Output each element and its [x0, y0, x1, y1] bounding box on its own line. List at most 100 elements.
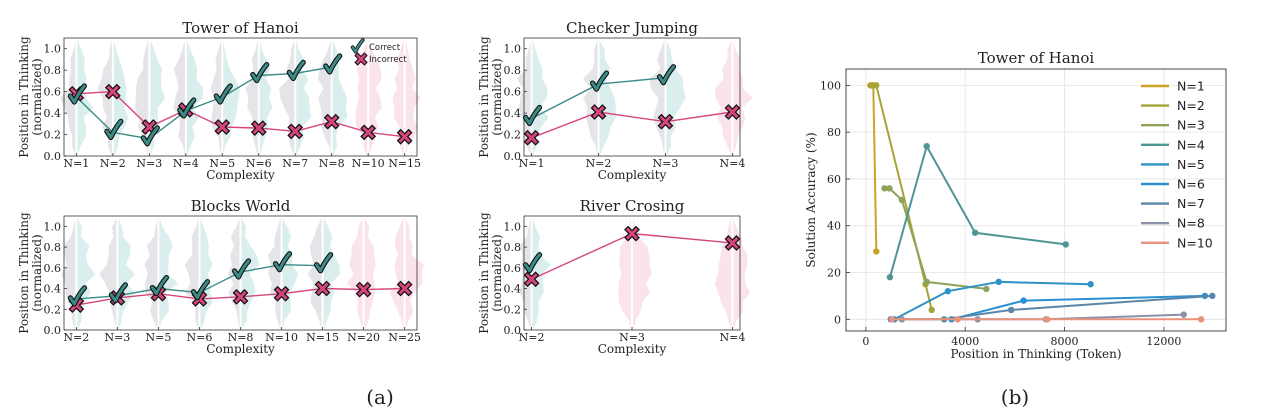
caption-a: (a) [366, 385, 394, 409]
incorrect-marker-inner [234, 290, 247, 303]
x-tick-label: 12000 [1146, 335, 1181, 348]
y-tick-label: 0.2 [44, 129, 62, 142]
y-tick-label: 0.2 [504, 303, 522, 316]
legend: N=1 N=2 N=3 N=4 N=5 N=6 N=7 N=8 N=10 [1141, 79, 1213, 250]
y-tick-label: 0.4 [44, 283, 62, 296]
correct-marker-inner [524, 253, 542, 273]
plot-frame [63, 37, 418, 157]
distribution-shape-left [268, 218, 281, 330]
x-tick-label: N=3 [136, 157, 162, 170]
y-axis-label: Position in Thinking(normalized) [17, 212, 44, 334]
correct-marker-inner [109, 283, 127, 303]
x-tick-label: N=15 [388, 157, 421, 170]
data-point [1020, 297, 1027, 304]
subplot-checker-jumping: 0.0 0.2 0.4 0.6 0.8 1.0 N=1 N=2 N=3 N=4 Checker Ju… [477, 19, 753, 182]
correct-marker-inner [178, 98, 196, 118]
incorrect-marker-inner [525, 273, 538, 286]
correct-marker-inner [191, 280, 209, 300]
legend-label: N=2 [1177, 98, 1205, 113]
distribution-shape-left [135, 40, 149, 156]
y-axis-label: Position in Thinking(normalized) [17, 36, 44, 158]
x-tick-label: 8000 [1051, 335, 1079, 348]
plot-frame [845, 68, 1227, 332]
distribution-shape-left [97, 40, 112, 156]
data-point [944, 288, 952, 295]
y-axis-label-line2: (normalized) [490, 234, 504, 311]
y-tick-label: 0.0 [504, 150, 522, 163]
distribution-shape-left [144, 218, 158, 330]
incorrect-marker-inner [252, 121, 265, 135]
incorrect-marker-inner [355, 53, 367, 65]
x-axis-label: Complexity [598, 342, 667, 356]
distribution-shape-right [159, 218, 178, 330]
correct-marker-inner [233, 259, 250, 279]
subplot-title: River Crosing [580, 197, 685, 215]
caption-b: (b) [1001, 385, 1029, 409]
panel-a: 0.0 0.2 0.4 0.6 0.8 1.0 N=1 N=2 N=3 N=4 N=5 N=6 N=7 N… [17, 19, 753, 356]
x-tick-label: N=15 [306, 331, 339, 344]
legend-label: N=5 [1177, 157, 1205, 172]
distribution-shape-left [61, 218, 76, 330]
y-tick-label: 0.6 [44, 86, 62, 99]
y-tick-label: 60 [827, 173, 841, 186]
subplot-title: Checker Jumping [566, 19, 698, 37]
distribution-shape-right [733, 218, 750, 330]
x-tick-label: N=6 [187, 331, 213, 344]
x-tick-label: N=25 [388, 331, 421, 344]
data-point [1180, 311, 1187, 318]
distribution-shape-right [282, 218, 299, 330]
y-axis-label-line1: Position in Thinking [17, 36, 31, 158]
incorrect-marker-inner [726, 236, 739, 250]
x-tick-label: 4000 [951, 335, 979, 348]
incorrect-marker-inner [325, 115, 338, 128]
data-point [983, 285, 990, 293]
incorrect-marker-inner [362, 126, 375, 139]
x-tick-label: N=8 [228, 331, 254, 344]
y-tick-label: 0.6 [44, 262, 62, 275]
distribution-shape-right [259, 40, 273, 156]
data-point [1043, 316, 1051, 323]
series-line-incorrect [531, 111, 733, 139]
series-n1 [867, 82, 880, 255]
series-line [889, 143, 1066, 278]
x-axis-label: Position in Thinking (Token) [950, 347, 1121, 361]
distribution-shape-right [150, 40, 166, 156]
plot-frame [523, 37, 741, 157]
incorrect-marker-inner [592, 105, 605, 119]
x-tick-label: N=4 [173, 157, 199, 170]
distribution-shape-left [99, 218, 117, 330]
x-tick-label: N=5 [209, 157, 235, 170]
distribution-shape-left [649, 40, 665, 156]
data-point [1197, 316, 1205, 323]
x-tick-label: N=2 [519, 331, 545, 344]
distribution-shape-left [317, 40, 331, 156]
correct-marker-inner [141, 126, 159, 146]
y-tick-label: 0.2 [504, 129, 522, 142]
distribution-shape-left [184, 218, 199, 330]
data-point [868, 82, 875, 89]
data-point [1062, 241, 1070, 248]
distribution-shape-left [307, 218, 322, 330]
x-tick-label: N=7 [282, 157, 308, 170]
legend-incorrect-label: Incorrect [369, 55, 407, 65]
y-axis-label-line1: Position in Thinking [477, 212, 491, 334]
distribution-shape-right [200, 218, 213, 330]
y-tick-label: 0.4 [504, 283, 522, 296]
distribution-shape-right [77, 40, 93, 156]
incorrect-marker-inner [143, 120, 156, 134]
correct-marker-inner [524, 105, 542, 125]
y-axis-label-line1: Position in Thinking [477, 36, 491, 158]
distribution-shape-right [323, 218, 340, 330]
correct-marker-inner [315, 253, 333, 273]
distribution-shape-right [296, 40, 311, 156]
correct-marker-inner [150, 276, 168, 296]
x-tick-label: N=2 [100, 157, 126, 170]
incorrect-marker-inner [275, 287, 288, 300]
x-tick-label: N=20 [347, 331, 380, 344]
y-axis-label-line1: Position in Thinking [17, 212, 31, 334]
legend-label: N=7 [1177, 196, 1205, 211]
legend-label: N=10 [1177, 235, 1213, 250]
data-point [995, 278, 1002, 286]
correct-marker-inner [105, 119, 123, 139]
series-line [893, 280, 1091, 321]
